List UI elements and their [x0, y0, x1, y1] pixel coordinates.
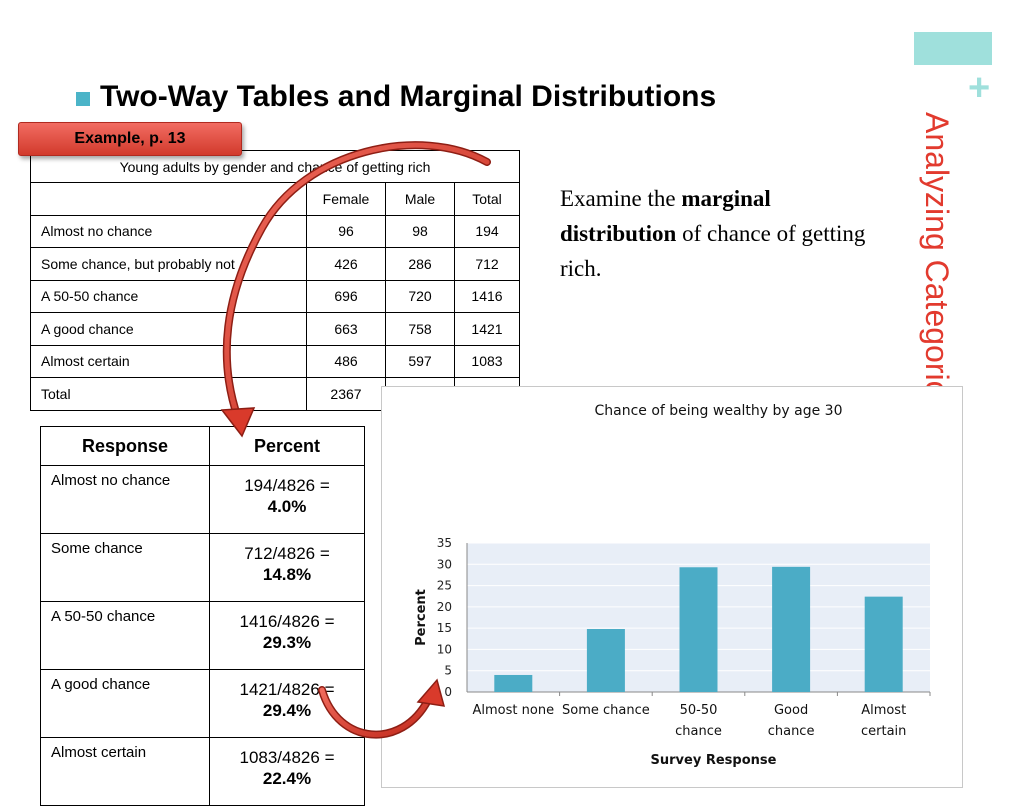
- table-row: Almost certain 486 597 1083: [31, 345, 520, 378]
- table-row: A good chance 1421/4826 = 29.4%: [41, 670, 365, 738]
- table-row: Almost no chance 96 98 194: [31, 215, 520, 248]
- header-cell: Female: [307, 183, 386, 216]
- y-tick-label: 20: [437, 600, 452, 614]
- bullet-icon: [76, 92, 90, 106]
- x-tick-label: Almost: [861, 703, 906, 718]
- two-way-table: Young adults by gender and chance of get…: [30, 150, 520, 411]
- row-label: Almost certain: [31, 345, 307, 378]
- table-cell: 597: [386, 345, 455, 378]
- row-label: A 50-50 chance: [31, 280, 307, 313]
- table-cell: 720: [386, 280, 455, 313]
- percent-calc: 1083/4826 =: [239, 748, 334, 767]
- x-tick-label: chance: [768, 724, 815, 739]
- decorative-banner: [914, 32, 992, 65]
- table-cell: 194: [455, 215, 520, 248]
- row-label: Some chance, but probably not: [31, 248, 307, 281]
- response-cell: A 50-50 chance: [41, 602, 210, 670]
- bar: [494, 675, 532, 692]
- bar: [865, 597, 903, 692]
- x-tick-label: chance: [675, 724, 722, 739]
- table-row: A 50-50 chance 1416/4826 = 29.3%: [41, 602, 365, 670]
- x-axis-title: Survey Response: [651, 753, 777, 768]
- table-cell: 1083: [455, 345, 520, 378]
- table-cell: 663: [307, 313, 386, 346]
- table-header-row: Female Male Total: [31, 183, 520, 216]
- x-tick-label: Almost none: [473, 703, 555, 718]
- slide-title: Two-Way Tables and Marginal Distribution…: [100, 80, 716, 114]
- row-label: Total: [31, 378, 307, 411]
- plus-icon: +: [968, 68, 990, 108]
- percent-calc: 712/4826 =: [244, 544, 330, 563]
- table-cell: 426: [307, 248, 386, 281]
- percent-calc: 1416/4826 =: [239, 612, 334, 631]
- table-cell: 1416: [455, 280, 520, 313]
- table-header-row: Response Percent: [41, 427, 365, 466]
- row-label: A good chance: [31, 313, 307, 346]
- header-cell: [31, 183, 307, 216]
- header-cell: Total: [455, 183, 520, 216]
- percent-value: 29.4%: [263, 701, 311, 720]
- response-cell: Some chance: [41, 534, 210, 602]
- row-label: Almost no chance: [31, 215, 307, 248]
- table-cell: 712: [455, 248, 520, 281]
- x-tick-label: 50-50: [680, 703, 718, 718]
- table-cell: 96: [307, 215, 386, 248]
- bar-chart: 0 5 10 15 20 25 30 35 Almost none Some chance 50-5…: [382, 387, 962, 787]
- response-cell: Almost no chance: [41, 466, 210, 534]
- y-tick-label: 5: [444, 664, 452, 678]
- y-tick-label: 0: [444, 685, 452, 699]
- percent-value: 14.8%: [263, 565, 311, 584]
- percent-cell: 1083/4826 = 22.4%: [210, 738, 365, 806]
- bar: [587, 629, 625, 692]
- x-tick-label: Some chance: [562, 703, 650, 718]
- y-tick-label: 30: [437, 557, 452, 571]
- y-tick-label: 25: [437, 579, 452, 593]
- percent-cell: 712/4826 = 14.8%: [210, 534, 365, 602]
- examine-text: Examine the marginal distribution of cha…: [560, 181, 880, 286]
- percent-calc: 1421/4826 =: [239, 680, 334, 699]
- y-tick-label: 10: [437, 642, 452, 656]
- table-cell: 696: [307, 280, 386, 313]
- percent-cell: 194/4826 = 4.0%: [210, 466, 365, 534]
- table-row: Almost certain 1083/4826 = 22.4%: [41, 738, 365, 806]
- side-title: Analyzing Categorical Data: [918, 112, 955, 402]
- table-cell: 758: [386, 313, 455, 346]
- table-row: Some chance 712/4826 = 14.8%: [41, 534, 365, 602]
- table-cell: 1421: [455, 313, 520, 346]
- header-cell: Response: [41, 427, 210, 466]
- chart-title: Chance of being wealthy by age 30: [594, 403, 842, 419]
- table-cell: 286: [386, 248, 455, 281]
- percent-cell: 1416/4826 = 29.3%: [210, 602, 365, 670]
- header-cell: Percent: [210, 427, 365, 466]
- table-cell: 98: [386, 215, 455, 248]
- y-axis-title: Percent: [414, 589, 429, 646]
- table-row: A good chance 663 758 1421: [31, 313, 520, 346]
- table-row: A 50-50 chance 696 720 1416: [31, 280, 520, 313]
- x-tick-label: Good: [774, 703, 808, 718]
- table-cell: 2367: [307, 378, 386, 411]
- table-row: Almost no chance 194/4826 = 4.0%: [41, 466, 365, 534]
- percent-calc: 194/4826 =: [244, 476, 330, 495]
- percent-value: 22.4%: [263, 769, 311, 788]
- percent-value: 4.0%: [268, 497, 307, 516]
- response-cell: Almost certain: [41, 738, 210, 806]
- examine-text-pre: Examine the: [560, 186, 681, 211]
- bar: [772, 567, 810, 692]
- example-label: Example, p. 13: [18, 122, 242, 156]
- bar: [680, 567, 718, 692]
- table-row: Some chance, but probably not 426 286 712: [31, 248, 520, 281]
- bar-chart-panel: 0 5 10 15 20 25 30 35 Almost none Some chance 50-5…: [381, 386, 963, 788]
- y-tick-label: 15: [437, 621, 452, 635]
- x-tick-label: certain: [861, 724, 906, 739]
- table-cell: 486: [307, 345, 386, 378]
- percent-value: 29.3%: [263, 633, 311, 652]
- marginal-table: Response Percent Almost no chance 194/482…: [40, 426, 365, 806]
- y-tick-label: 35: [437, 536, 452, 550]
- percent-cell: 1421/4826 = 29.4%: [210, 670, 365, 738]
- response-cell: A good chance: [41, 670, 210, 738]
- header-cell: Male: [386, 183, 455, 216]
